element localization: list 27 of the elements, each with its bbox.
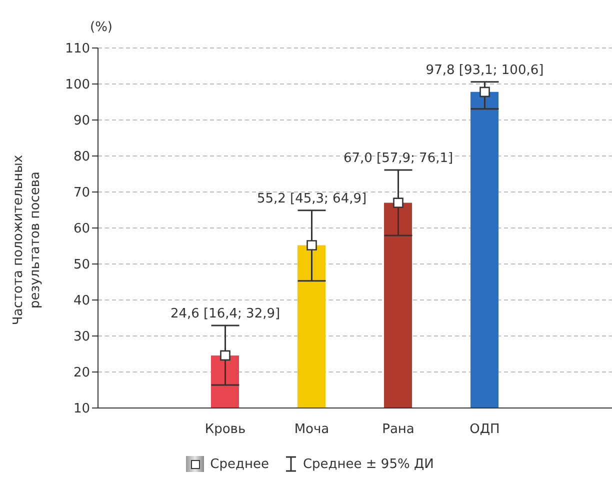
y-tick-label: 20 — [73, 366, 90, 381]
x-tick-label: Рана — [382, 422, 414, 438]
y-tick-label: 110 — [65, 42, 90, 57]
y-tick-label: 40 — [73, 294, 90, 309]
y-tick-label: 100 — [65, 78, 90, 93]
point — [306, 240, 317, 250]
x-tick-label: Моча — [294, 422, 330, 438]
y-tick-label: 60 — [73, 222, 90, 237]
x-tick-label: ОДП — [470, 422, 500, 438]
y-tick-label: 10 — [73, 402, 90, 417]
point — [393, 198, 404, 208]
point — [480, 86, 490, 98]
point — [220, 350, 230, 361]
y-tick-label: 30 — [73, 330, 90, 345]
text: (%) — [90, 20, 112, 35]
legend-label: Среднее — [209, 456, 269, 472]
y-tick-label: 90 — [73, 114, 90, 129]
text: Среднее ± 95% ДИ — [302, 456, 434, 472]
data-label: 97,8 [93,1; 100,6] — [426, 62, 544, 78]
data-label: 67,0 [57,9; 76,1] — [343, 151, 454, 166]
y-tick-label: 70 — [73, 186, 90, 201]
data-label: 24,6 [16,4; 32,9] — [170, 306, 280, 322]
data-label: 55,2 [45,3; 64,9] — [256, 191, 367, 206]
y-tick-label: 80 — [73, 150, 90, 165]
y-axis-title: Частота положительных результатов посева — [10, 154, 44, 328]
y-tick-label: 50 — [73, 258, 90, 273]
x-tick-label: Кровь — [204, 422, 246, 438]
